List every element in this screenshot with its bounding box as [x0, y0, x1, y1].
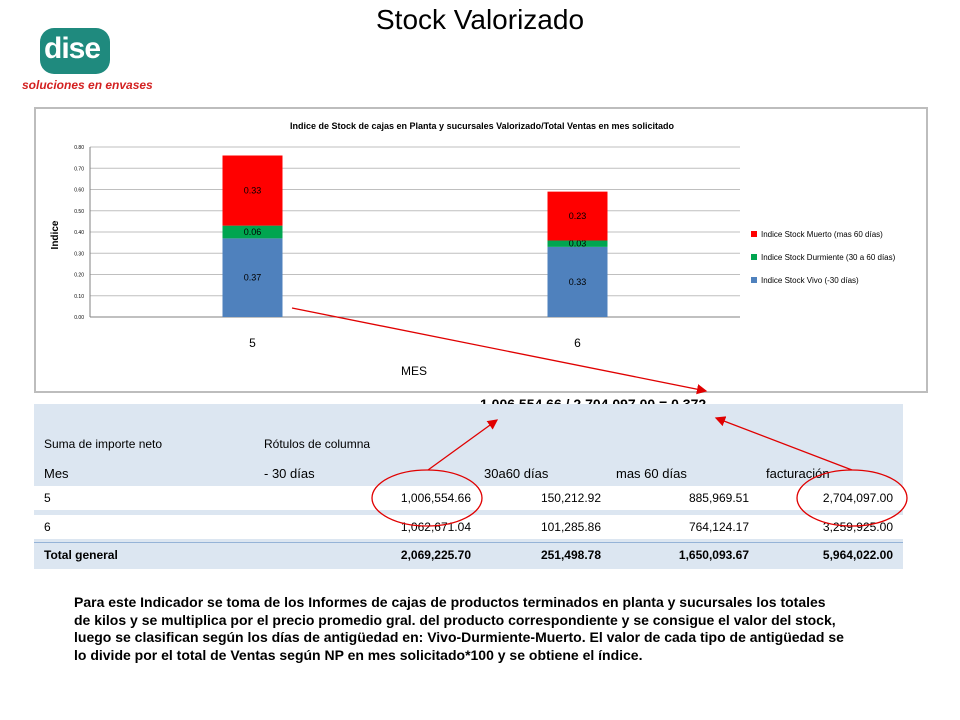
total-durmiente: 251,498.78 — [540, 548, 601, 562]
row-5-facturacion: 2,704,097.00 — [822, 491, 893, 505]
legend-label: Indice Stock Durmiente (30 a 60 días) — [761, 253, 896, 262]
y-tick-label: 0.00 — [74, 315, 84, 321]
legend-swatch — [751, 254, 757, 260]
pivot-value-label: Suma de importe neto — [44, 437, 163, 451]
bar-segment-6-0 — [547, 246, 608, 317]
legend-label: Indice Stock Vivo (-30 días) — [761, 276, 859, 285]
data-label: 0.23 — [569, 211, 587, 221]
total-vivo: 2,069,225.70 — [400, 548, 471, 562]
chart-title: Indice de Stock de cajas en Planta y suc… — [290, 121, 674, 131]
pivot-header-mes: Mes — [44, 466, 69, 481]
logo-word: dise — [44, 32, 101, 65]
data-label: 0.06 — [244, 227, 262, 237]
row-5-vivo: 1,006,554.66 — [400, 491, 471, 505]
chart-frame: Indice de Stock de cajas en Planta y suc… — [34, 107, 928, 393]
row-6-mes: 6 — [44, 520, 51, 534]
legend-label: Indice Stock Muerto (mas 60 días) — [761, 230, 883, 239]
legend-swatch — [751, 231, 757, 237]
data-label: 0.37 — [244, 273, 262, 283]
logo-tagline: soluciones en envases — [22, 78, 153, 92]
bar-segment-6-1 — [547, 240, 608, 247]
y-tick-label: 0.50 — [74, 209, 84, 215]
row-6-durmiente: 101,285.86 — [540, 520, 601, 534]
bar-segment-5-2 — [222, 155, 283, 226]
pivot-header-row: Mes - 30 días 30a60 días mas 60 días fac… — [34, 462, 903, 486]
total-facturacion: 5,964,022.00 — [822, 548, 893, 562]
y-tick-label: 0.40 — [74, 230, 84, 236]
y-tick-label: 0.20 — [74, 273, 84, 279]
row-6-vivo: 1,062,671.04 — [400, 520, 471, 534]
legend-swatch — [751, 277, 757, 283]
row-5-durmiente: 150,212.92 — [540, 491, 601, 505]
pivot-row-title: Suma de importe neto Rótulos de columna — [34, 432, 903, 456]
y-tick-label: 0.30 — [74, 251, 84, 257]
pivot-header-vivo: - 30 días — [264, 466, 315, 481]
description-text: Para este Indicador se toma de los Infor… — [74, 594, 844, 663]
data-label: 0.33 — [569, 277, 587, 287]
y-axis-label: Indice — [50, 220, 61, 249]
data-label: 0.03 — [569, 239, 587, 249]
company-logo: dise soluciones en envases — [22, 26, 153, 96]
bar-segment-5-1 — [222, 225, 283, 239]
x-tick-label: 5 — [249, 336, 256, 350]
table-row: 6 1,062,671.04 101,285.86 764,124.17 3,2… — [34, 515, 903, 539]
data-label: 0.33 — [244, 186, 262, 196]
table-row: 5 1,006,554.66 150,212.92 885,969.51 2,7… — [34, 486, 903, 510]
pivot-table: Suma de importe neto Rótulos de columna … — [34, 404, 903, 569]
pivot-column-label: Rótulos de columna — [264, 437, 371, 451]
logo-badge — [40, 28, 110, 74]
bar-segment-6-2 — [547, 191, 608, 241]
y-tick-label: 0.10 — [74, 294, 84, 300]
x-tick-label: 6 — [574, 336, 581, 350]
y-tick-label: 0.70 — [74, 166, 84, 172]
bar-segment-5-0 — [222, 238, 283, 317]
row-5-mes: 5 — [44, 491, 51, 505]
pivot-header-durmiente: 30a60 días — [484, 466, 549, 481]
y-tick-label: 0.60 — [74, 188, 84, 194]
total-row: Total general 2,069,225.70 251,498.78 1,… — [34, 542, 903, 567]
page-title: Stock Valorizado — [375, 4, 585, 35]
pivot-header-muerto: mas 60 días — [616, 466, 687, 481]
pivot-header-facturacion: facturación — [766, 466, 830, 481]
row-6-muerto: 764,124.17 — [688, 520, 749, 534]
row-5-muerto: 885,969.51 — [688, 491, 749, 505]
stacked-bar-chart: Indice de Stock de cajas en Planta y suc… — [50, 121, 896, 378]
y-tick-label: 0.80 — [74, 145, 84, 151]
x-axis-label: MES — [401, 364, 427, 378]
total-label: Total general — [44, 548, 118, 562]
total-muerto: 1,650,093.67 — [678, 548, 749, 562]
row-6-facturacion: 3,259,925.00 — [822, 520, 893, 534]
